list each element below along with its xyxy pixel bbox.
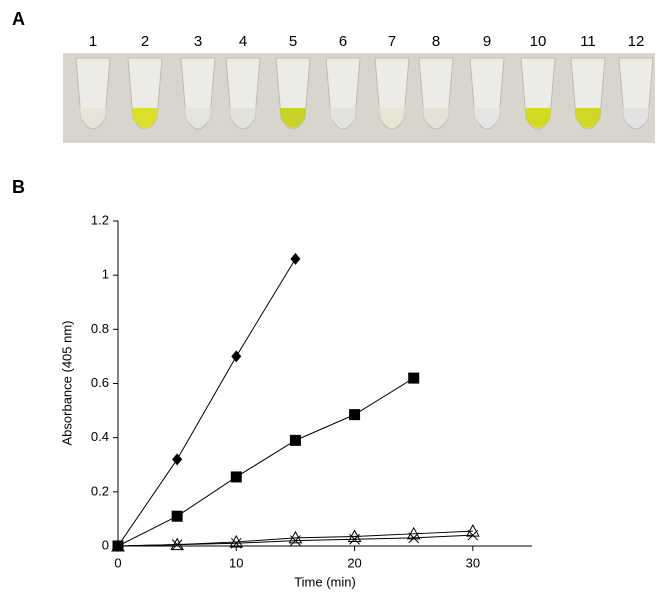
tube-label: 7 — [388, 33, 396, 50]
tube-liquid — [423, 108, 449, 128]
tube-liquid — [525, 108, 551, 128]
marker — [290, 535, 301, 546]
x-tick-label: 20 — [347, 555, 361, 570]
y-tick-label: 0.4 — [91, 429, 109, 444]
y-tick-label: 1.2 — [91, 212, 109, 227]
tube-liquid — [379, 108, 405, 128]
tube-liquid — [575, 108, 601, 128]
tube-label: 11 — [580, 33, 596, 50]
marker — [406, 526, 421, 540]
marker — [171, 510, 183, 522]
panel-label: B — [12, 177, 25, 197]
marker — [171, 539, 183, 550]
tube-liquid — [132, 108, 158, 128]
marker — [289, 434, 301, 446]
tube-label: 12 — [628, 33, 645, 50]
x-tick-label: 0 — [114, 555, 121, 570]
marker — [229, 534, 244, 548]
tube-liquid — [623, 108, 649, 128]
tube-label: 9 — [483, 33, 491, 50]
marker — [231, 350, 242, 363]
y-axis-title: Absorbance (405 nm) — [59, 320, 74, 445]
marker — [408, 372, 420, 384]
tube-label: 2 — [141, 33, 149, 50]
marker — [172, 453, 183, 466]
y-tick-label: 0.6 — [91, 375, 109, 390]
x-axis-title: Time (min) — [294, 574, 356, 589]
tube-liquid — [330, 108, 356, 128]
tube-label: 4 — [239, 33, 247, 50]
panel-label: A — [12, 9, 25, 29]
tube-liquid — [230, 108, 256, 128]
series-line — [117, 377, 414, 547]
tube-label: 5 — [289, 33, 297, 50]
tube-label: 10 — [530, 33, 547, 50]
marker — [230, 471, 242, 483]
y-tick-label: 0 — [102, 537, 109, 552]
tube-liquid — [80, 108, 106, 128]
y-tick-label: 0.8 — [91, 321, 109, 336]
marker — [467, 529, 479, 541]
y-tick-label: 1 — [102, 267, 109, 282]
tube-label: 6 — [339, 33, 347, 50]
tube-liquid — [474, 108, 500, 128]
marker — [230, 537, 242, 549]
marker — [408, 532, 420, 544]
marker — [112, 540, 124, 552]
marker — [349, 533, 360, 545]
marker — [349, 409, 361, 421]
tube-liquid — [280, 108, 306, 128]
y-tick-label: 0.2 — [91, 483, 109, 498]
x-tick-label: 10 — [229, 555, 243, 570]
tube-label: 1 — [89, 33, 97, 50]
x-tick-label: 30 — [466, 555, 480, 570]
series-line — [117, 258, 296, 547]
tube-label: 8 — [432, 33, 440, 50]
marker — [466, 524, 480, 537]
marker — [290, 252, 301, 265]
tube-liquid — [185, 108, 211, 128]
tube-label: 3 — [194, 33, 202, 50]
